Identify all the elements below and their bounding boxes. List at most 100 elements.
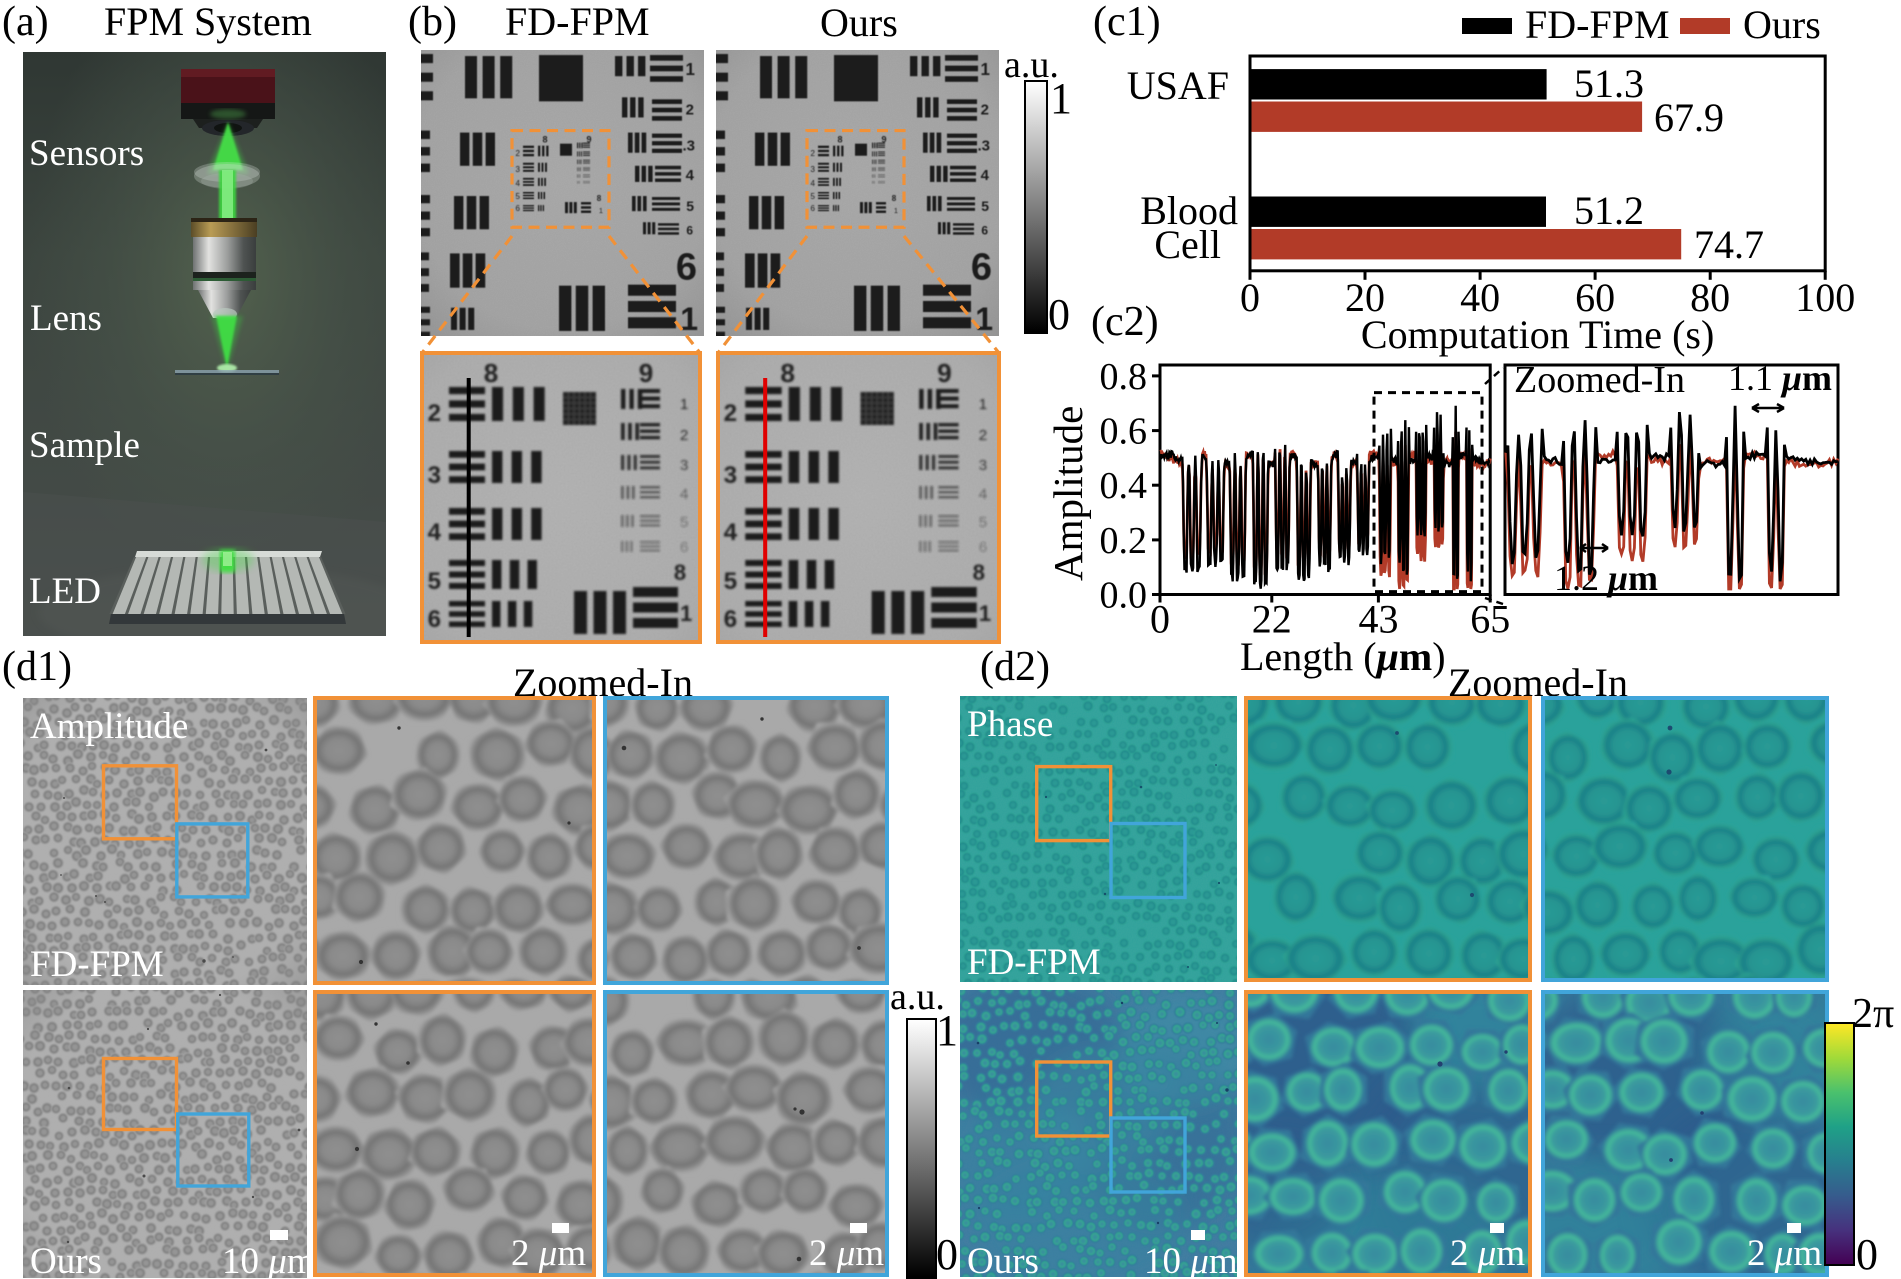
svg-text:3: 3: [724, 462, 737, 489]
svg-text:8: 8: [484, 358, 498, 388]
svg-text:6: 6: [428, 606, 441, 633]
svg-text:40: 40: [1460, 275, 1500, 320]
svg-text:8: 8: [543, 135, 548, 145]
svg-text:9: 9: [587, 135, 592, 145]
svg-text:67.9: 67.9: [1654, 95, 1724, 140]
svg-text:9: 9: [882, 135, 887, 145]
svg-text:4: 4: [516, 179, 521, 188]
svg-text:4: 4: [979, 486, 987, 503]
svg-text:2: 2: [680, 427, 688, 444]
svg-text:4: 4: [428, 519, 442, 546]
svg-text:1: 1: [979, 601, 991, 626]
svg-text:1: 1: [979, 396, 987, 413]
svg-text:43: 43: [1358, 597, 1398, 642]
svg-text:FD-FPM: FD-FPM: [967, 942, 1101, 982]
svg-text:60: 60: [1575, 275, 1615, 320]
svg-text:5: 5: [686, 198, 694, 214]
svg-text:Computation Time (s): Computation Time (s): [1361, 312, 1714, 357]
svg-text:6: 6: [971, 245, 992, 288]
svg-text:Blood: Blood: [1140, 188, 1238, 233]
svg-text:5: 5: [680, 514, 688, 531]
svg-text:5: 5: [724, 568, 737, 595]
svg-text:6: 6: [680, 539, 688, 556]
svg-text:3: 3: [428, 462, 441, 489]
svg-text:Phase: Phase: [967, 704, 1053, 745]
svg-text:9: 9: [937, 358, 952, 388]
svg-text:65: 65: [1470, 597, 1510, 642]
svg-text:2 μm: 2 μm: [1747, 1233, 1822, 1273]
svg-text:2: 2: [686, 101, 694, 118]
svg-text:2: 2: [516, 149, 521, 158]
svg-text:FD-FPM: FD-FPM: [30, 944, 164, 985]
svg-text:4: 4: [680, 486, 688, 503]
svg-text:4: 4: [724, 519, 738, 546]
svg-text:Ours: Ours: [1743, 2, 1821, 47]
svg-text:8: 8: [597, 194, 602, 203]
svg-text:2: 2: [428, 400, 441, 427]
svg-text:0.4: 0.4: [1100, 465, 1148, 507]
svg-text:10 μm: 10 μm: [222, 1241, 307, 1278]
svg-text:51.3: 51.3: [1574, 61, 1644, 106]
svg-text:5: 5: [981, 198, 989, 214]
svg-text:2 μm: 2 μm: [1450, 1233, 1525, 1273]
svg-text:6: 6: [811, 204, 816, 213]
svg-text:4: 4: [686, 167, 695, 184]
svg-text:1.2 μm: 1.2 μm: [1554, 558, 1658, 598]
svg-text:Ours: Ours: [967, 1241, 1039, 1277]
svg-text:4: 4: [981, 167, 990, 184]
svg-text:1: 1: [680, 601, 692, 626]
svg-text:80: 80: [1690, 275, 1730, 320]
svg-text:LED: LED: [29, 571, 101, 612]
svg-text:0.2: 0.2: [1100, 520, 1148, 562]
svg-text:8: 8: [674, 560, 686, 585]
svg-text:1: 1: [680, 396, 688, 413]
svg-text:8: 8: [838, 135, 843, 145]
svg-text:100: 100: [1795, 275, 1855, 320]
svg-text:2 μm: 2 μm: [809, 1233, 884, 1273]
svg-text:2: 2: [724, 400, 737, 427]
svg-text:Cell: Cell: [1154, 222, 1221, 267]
svg-text:1.1 μm: 1.1 μm: [1728, 358, 1832, 398]
svg-text:Amplitude: Amplitude: [30, 706, 188, 747]
svg-text:5: 5: [811, 192, 816, 201]
svg-text:9: 9: [639, 358, 653, 388]
svg-text:Length (μm): Length (μm): [1240, 634, 1446, 679]
svg-text:1: 1: [599, 208, 603, 215]
svg-text:8: 8: [973, 560, 985, 585]
svg-text:Sample: Sample: [29, 425, 140, 466]
svg-text:6: 6: [686, 223, 693, 237]
svg-text:1: 1: [894, 208, 898, 215]
svg-text:10 μm: 10 μm: [1144, 1241, 1237, 1277]
svg-text:3: 3: [811, 165, 816, 174]
svg-text:USAF: USAF: [1127, 63, 1229, 108]
svg-text:Lens: Lens: [30, 298, 102, 339]
svg-text:6: 6: [979, 539, 987, 556]
svg-text:Zoomed-In: Zoomed-In: [1514, 359, 1685, 401]
svg-text:2 μm: 2 μm: [511, 1233, 586, 1273]
svg-text:6: 6: [981, 223, 988, 237]
svg-text:5: 5: [979, 514, 987, 531]
svg-text:0.6: 0.6: [1100, 411, 1148, 453]
svg-text:3: 3: [979, 457, 987, 474]
svg-text:Ours: Ours: [30, 1241, 102, 1278]
svg-text:8: 8: [892, 194, 897, 203]
svg-text:1: 1: [680, 301, 698, 336]
svg-text:.3: .3: [977, 138, 990, 155]
svg-text:0.8: 0.8: [1100, 356, 1148, 398]
svg-text:3: 3: [680, 457, 688, 474]
svg-text:0.0: 0.0: [1100, 575, 1148, 617]
svg-text:4: 4: [811, 179, 816, 188]
svg-text:2: 2: [981, 101, 989, 118]
svg-text:22: 22: [1252, 597, 1292, 642]
svg-text:1: 1: [686, 60, 695, 79]
svg-text:6: 6: [724, 606, 737, 633]
svg-text:1: 1: [981, 60, 990, 79]
svg-text:FD-FPM: FD-FPM: [1525, 2, 1670, 47]
svg-text:5: 5: [428, 568, 441, 595]
svg-text:3: 3: [516, 165, 521, 174]
svg-text:0: 0: [1150, 597, 1170, 642]
svg-text:8: 8: [780, 358, 795, 388]
svg-text:5: 5: [516, 192, 521, 201]
svg-text:2: 2: [979, 427, 987, 444]
svg-text:51.2: 51.2: [1574, 188, 1644, 233]
